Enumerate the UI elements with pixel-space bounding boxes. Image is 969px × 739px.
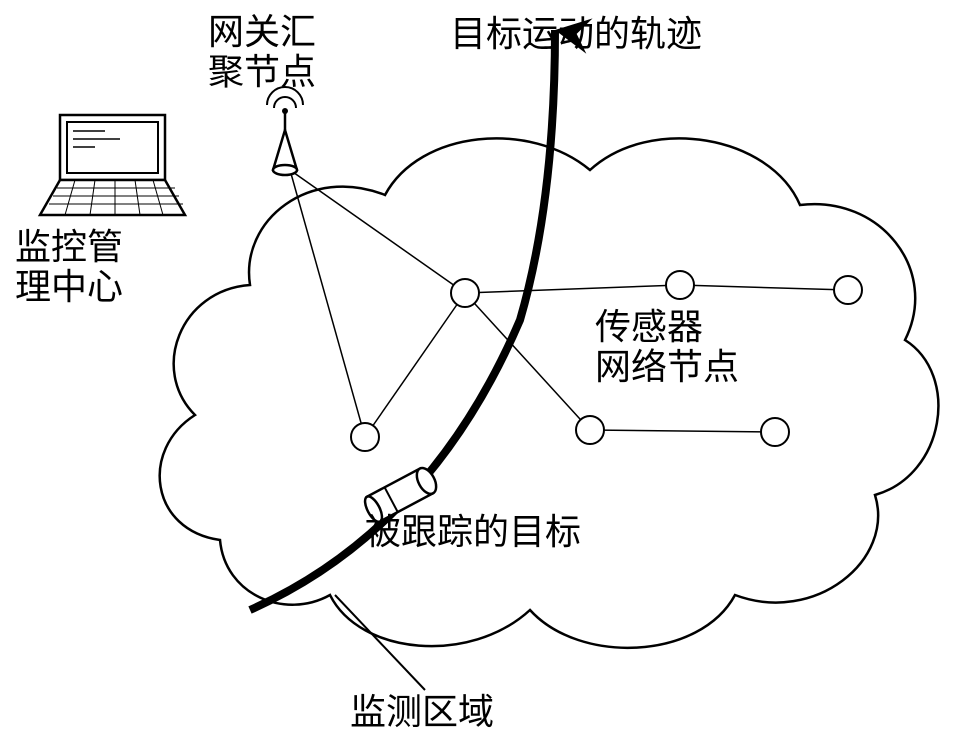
gateway-label-line1: 网关汇 [208, 10, 316, 53]
diagram-svg [0, 0, 969, 739]
monitor-center-label-line2: 理中心 [15, 265, 123, 308]
gateway-antenna-icon [267, 87, 303, 175]
diagram-canvas: { "labels": { "gateway_line1": "网关汇", "g… [0, 0, 969, 739]
tracked-target-label: 被跟踪的目标 [365, 510, 581, 553]
monitor-area-pointer [335, 595, 425, 690]
monitor-center-label-line1: 监控管 [15, 225, 123, 268]
gateway-links [290, 170, 465, 437]
sensor-label-line2: 网络节点 [595, 345, 739, 388]
monitoring-area-cloud [160, 138, 939, 647]
monitor-area-label: 监测区域 [350, 690, 494, 733]
sensor-label-line1: 传感器 [595, 305, 703, 348]
gateway-label-line2: 聚节点 [208, 50, 316, 93]
trajectory-label: 目标运动的轨迹 [450, 12, 702, 55]
laptop-icon [40, 115, 185, 215]
